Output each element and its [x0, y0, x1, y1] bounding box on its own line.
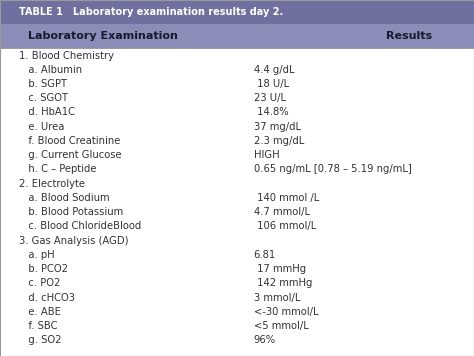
Text: g. Current Glucose: g. Current Glucose — [19, 150, 122, 160]
Text: 4.4 g/dL: 4.4 g/dL — [254, 65, 294, 75]
Text: h. C – Peptide: h. C – Peptide — [19, 164, 97, 174]
Text: 106 mmol/L: 106 mmol/L — [254, 221, 316, 231]
Text: 37 mg/dL: 37 mg/dL — [254, 122, 301, 132]
Text: Laboratory Examination: Laboratory Examination — [28, 31, 178, 41]
Text: 14.8%: 14.8% — [254, 108, 288, 117]
Text: 3 mmol/L: 3 mmol/L — [254, 293, 300, 303]
Text: e. ABE: e. ABE — [19, 307, 61, 317]
Text: d. cHCO3: d. cHCO3 — [19, 293, 75, 303]
Text: a. pH: a. pH — [19, 250, 55, 260]
Text: 2. Electrolyte: 2. Electrolyte — [19, 179, 85, 189]
Text: 2.3 mg/dL: 2.3 mg/dL — [254, 136, 304, 146]
Text: TABLE 1   Laboratory examination results day 2.: TABLE 1 Laboratory examination results d… — [19, 7, 283, 17]
Text: 0.65 ng/mL [0.78 – 5.19 ng/mL]: 0.65 ng/mL [0.78 – 5.19 ng/mL] — [254, 164, 411, 174]
Text: 96%: 96% — [254, 335, 276, 345]
Text: g. SO2: g. SO2 — [19, 335, 62, 345]
Text: Results: Results — [386, 31, 432, 41]
Text: <5 mmol/L: <5 mmol/L — [254, 321, 309, 331]
Text: 4.7 mmol/L: 4.7 mmol/L — [254, 207, 310, 217]
Text: 18 U/L: 18 U/L — [254, 79, 289, 89]
Text: f. SBC: f. SBC — [19, 321, 57, 331]
Text: 1. Blood Chemistry: 1. Blood Chemistry — [19, 51, 114, 61]
Bar — [0, 24, 474, 48]
Text: 3. Gas Analysis (AGD): 3. Gas Analysis (AGD) — [19, 236, 128, 246]
Text: 142 mmHg: 142 mmHg — [254, 278, 312, 288]
Text: 23 U/L: 23 U/L — [254, 93, 286, 103]
Text: c. Blood ChlorideBlood: c. Blood ChlorideBlood — [19, 221, 141, 231]
Text: HIGH: HIGH — [254, 150, 279, 160]
Text: e. Urea: e. Urea — [19, 122, 64, 132]
Text: a. Blood Sodium: a. Blood Sodium — [19, 193, 109, 203]
Text: b. PCO2: b. PCO2 — [19, 264, 68, 274]
Text: <-30 mmol/L: <-30 mmol/L — [254, 307, 318, 317]
Text: b. SGPT: b. SGPT — [19, 79, 67, 89]
Text: f. Blood Creatinine: f. Blood Creatinine — [19, 136, 120, 146]
Text: b. Blood Potassium: b. Blood Potassium — [19, 207, 123, 217]
Text: 6.81: 6.81 — [254, 250, 276, 260]
Text: c. SGOT: c. SGOT — [19, 93, 68, 103]
Text: 140 mmol /L: 140 mmol /L — [254, 193, 319, 203]
Text: a. Albumin: a. Albumin — [19, 65, 82, 75]
Text: d. HbA1C: d. HbA1C — [19, 108, 75, 117]
Text: c. PO2: c. PO2 — [19, 278, 60, 288]
Text: 17 mmHg: 17 mmHg — [254, 264, 306, 274]
Bar — [0, 0, 474, 24]
